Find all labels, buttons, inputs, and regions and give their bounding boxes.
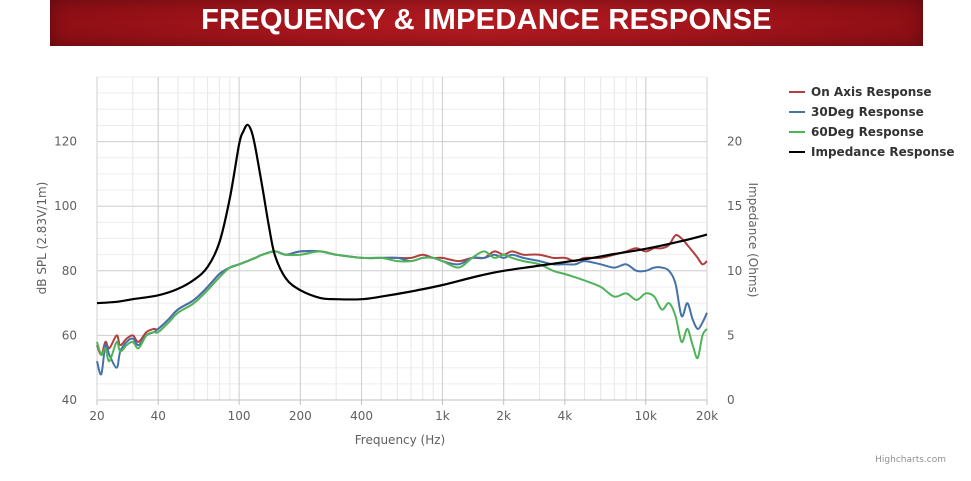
x-tick-label: 1k (435, 409, 450, 423)
x-tick-label: 400 (350, 409, 373, 423)
axes: 20 40 100 200 400 1k 2k 4k 10k 20k 40 60 80 100 120 0 5 1… (54, 135, 742, 423)
legend-item-on-axis-response[interactable]: On Axis Response (789, 85, 932, 99)
y2-tick-label: 10 (727, 264, 742, 278)
y-tick-label: 120 (54, 135, 77, 149)
legend-label: 30Deg Response (811, 105, 924, 119)
title-banner: FREQUENCY & IMPEDANCE RESPONSE (50, 0, 923, 46)
legend-label: On Axis Response (811, 85, 932, 99)
impedance-response-line (96, 123, 708, 305)
major-grid (96, 77, 708, 401)
legend[interactable]: On Axis Response 30Deg Response 60Deg Resp… (789, 85, 955, 159)
legend-item-30deg-response[interactable]: 30Deg Response (789, 105, 924, 119)
y2-tick-label: 5 (727, 328, 735, 342)
30deg-response-line (96, 250, 708, 376)
y-axis-label: dB SPL (2.83V/1m) (35, 182, 49, 295)
60deg-response-line (96, 250, 708, 363)
legend-label: 60Deg Response (811, 125, 924, 139)
legend-label: Impedance Response (811, 145, 955, 159)
x-tick-label: 20k (696, 409, 718, 423)
series-layer (96, 123, 708, 376)
x-tick-label: 2k (496, 409, 511, 423)
y2-tick-label: 0 (727, 393, 735, 407)
x-tick-label: 100 (228, 409, 251, 423)
y2-axis-label: Impedance (Ohms) (746, 183, 760, 298)
x-tick-label: 10k (635, 409, 657, 423)
y-tick-label: 100 (54, 199, 77, 213)
legend-item-impedance-response[interactable]: Impedance Response (789, 145, 955, 159)
y-tick-label: 80 (62, 264, 77, 278)
y2-tick-label: 15 (727, 199, 742, 213)
x-tick-label: 200 (289, 409, 312, 423)
highcharts-credit[interactable]: Highcharts.com (875, 455, 946, 465)
y2-tick-label: 20 (727, 135, 742, 149)
x-tick-label: 40 (151, 409, 166, 423)
y-tick-label: 40 (62, 393, 77, 407)
legend-item-60deg-response[interactable]: 60Deg Response (789, 125, 924, 139)
x-axis-label: Frequency (Hz) (355, 433, 446, 447)
x-tick-label: 4k (558, 409, 573, 423)
chart-title: FREQUENCY & IMPEDANCE RESPONSE (201, 4, 772, 36)
minor-grid (96, 76, 708, 401)
x-tick-label: 20 (89, 409, 104, 423)
y-tick-label: 60 (62, 328, 77, 342)
on-axis-response-line (96, 234, 708, 356)
